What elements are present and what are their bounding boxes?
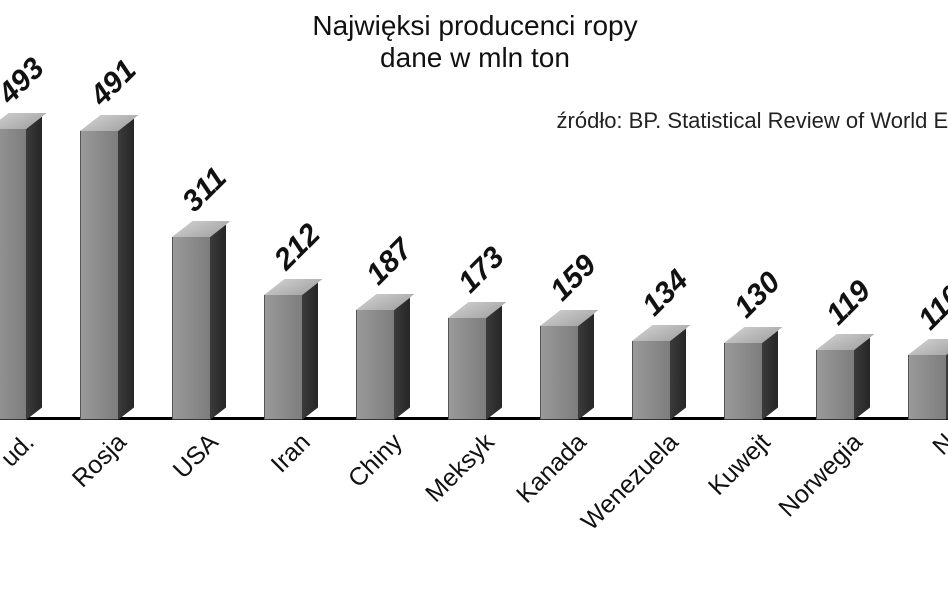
bar-group: 311 xyxy=(172,237,226,420)
category-label: USA xyxy=(160,428,224,492)
bar-side-face xyxy=(118,118,134,420)
category-label: Chiny xyxy=(324,428,408,512)
bar-side-face xyxy=(486,306,502,420)
bar-value-label: 493 xyxy=(0,52,51,111)
bar-side-face xyxy=(394,297,410,420)
bar-value-label: 187 xyxy=(360,232,419,291)
title-line-1: Najwięksi producenci ropy xyxy=(312,10,637,41)
chart-plot-area: 493 491 311 212 187 173 159 134 130 119 110 xyxy=(0,90,948,420)
bar xyxy=(724,343,778,420)
bar-group: 173 xyxy=(448,318,502,420)
category-label: ud. xyxy=(0,428,41,492)
bar-side-face xyxy=(302,283,318,420)
category-labels-area: ud.RosjaUSAIranChinyMeksykKanadaWenezuel… xyxy=(0,420,948,593)
bar-value-label: 134 xyxy=(636,264,695,323)
bar-front-face xyxy=(632,341,670,420)
bar-top-face xyxy=(908,339,948,355)
bar-side-face xyxy=(854,337,870,420)
category-label: Iran xyxy=(242,428,316,502)
chart-title: Najwięksi producenci ropy dane w mln ton xyxy=(312,10,637,74)
bar xyxy=(80,131,134,420)
bar-front-face xyxy=(908,355,946,420)
bar xyxy=(264,295,318,420)
title-line-2: dane w mln ton xyxy=(380,42,570,73)
bar-group: 119 xyxy=(816,350,870,420)
bar-side-face xyxy=(26,117,42,420)
bar-value-label: 311 xyxy=(176,161,234,219)
bar xyxy=(540,326,594,420)
bar xyxy=(172,237,226,420)
category-label: Kuwejt xyxy=(682,428,776,522)
bar-group: 159 xyxy=(540,326,594,420)
bar-value-label: 212 xyxy=(268,218,327,277)
category-label: Meksyk xyxy=(406,428,500,522)
bar-group: 134 xyxy=(632,341,686,420)
bar xyxy=(632,341,686,420)
category-label: Kanada xyxy=(498,428,592,522)
bar-front-face xyxy=(172,237,210,420)
bar-side-face xyxy=(578,314,594,420)
bar-group: 130 xyxy=(724,343,778,420)
category-label: Rosja xyxy=(48,428,132,512)
bar-front-face xyxy=(264,295,302,420)
bar xyxy=(448,318,502,420)
bar-front-face xyxy=(0,129,26,420)
bar-group: 493 xyxy=(0,129,42,420)
bar-front-face xyxy=(724,343,762,420)
bar-side-face xyxy=(210,224,226,420)
bar-group: 110 xyxy=(908,355,948,420)
bar-front-face xyxy=(80,131,118,420)
bar xyxy=(908,355,948,420)
bar-front-face xyxy=(540,326,578,420)
bar-group: 212 xyxy=(264,295,318,420)
bar-value-label: 110 xyxy=(912,279,948,337)
bar-front-face xyxy=(448,318,486,420)
bar xyxy=(356,310,410,420)
category-label: N xyxy=(916,428,948,473)
bar-group: 187 xyxy=(356,310,410,420)
bar-side-face xyxy=(670,329,686,420)
bar-front-face xyxy=(816,350,854,420)
bar-value-label: 119 xyxy=(820,274,878,332)
chart-container: Najwięksi producenci ropy dane w mln ton… xyxy=(0,0,948,593)
bar-value-label: 491 xyxy=(84,53,143,112)
bar-side-face xyxy=(762,331,778,420)
bar-value-label: 159 xyxy=(544,249,603,308)
bar-group: 491 xyxy=(80,131,134,420)
bar xyxy=(0,129,42,420)
bar-value-label: 130 xyxy=(728,266,787,325)
bar-value-label: 173 xyxy=(452,241,511,300)
bar xyxy=(816,350,870,420)
bar-front-face xyxy=(356,310,394,420)
